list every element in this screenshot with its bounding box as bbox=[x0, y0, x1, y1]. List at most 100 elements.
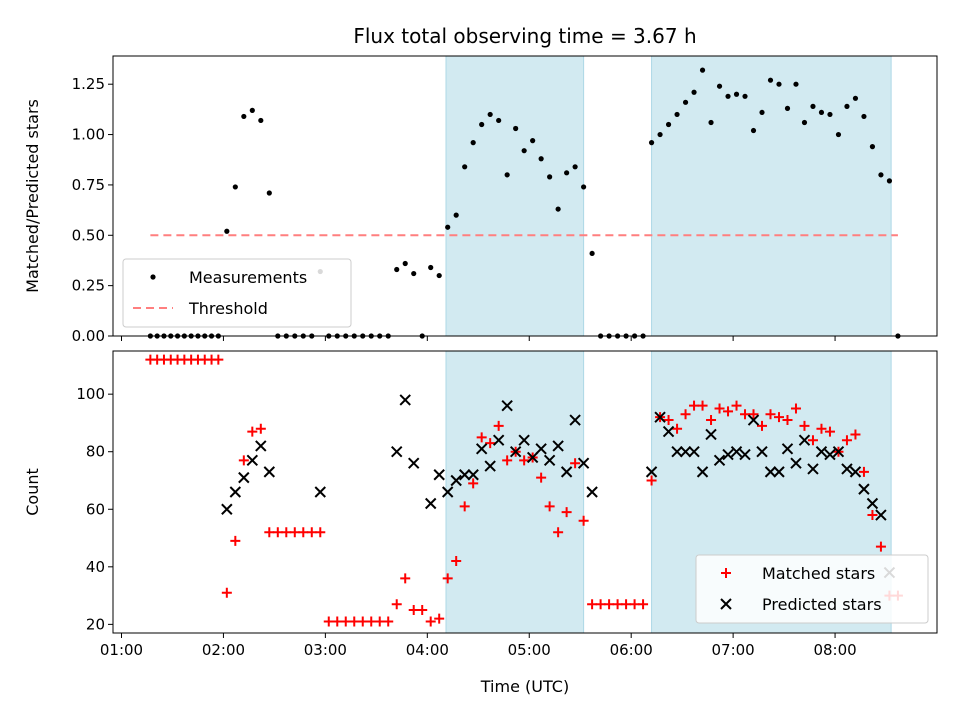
predicted-star-point bbox=[543, 454, 556, 467]
measurement-point bbox=[496, 117, 502, 124]
bottom-x-ticks: 01:00 02:00 03:00 04:00 05:00 06:00 07:00 08:00 bbox=[100, 633, 857, 659]
predicted-star-point bbox=[815, 446, 828, 458]
measurement-point bbox=[648, 140, 655, 146]
measurement-point bbox=[249, 107, 255, 113]
legend-label: Measurements bbox=[189, 268, 307, 287]
predicted-star-point bbox=[246, 454, 259, 467]
top-y-ticks: 0.00 0.25 0.50 0.75 1.00 1.25 bbox=[72, 75, 113, 345]
matched-star-point bbox=[561, 507, 572, 518]
legend-label: Predicted stars bbox=[762, 595, 882, 614]
predicted-star-point bbox=[662, 425, 675, 438]
matched-star-point bbox=[621, 599, 632, 610]
measurement-point bbox=[852, 95, 859, 101]
matched-star-point bbox=[740, 409, 751, 420]
measurement-point bbox=[818, 109, 825, 116]
matched-star-point bbox=[340, 616, 351, 627]
predicted-star-point bbox=[654, 411, 666, 423]
matched-star-point bbox=[595, 599, 606, 610]
matched-star-point bbox=[841, 435, 852, 446]
predicted-star-point bbox=[492, 434, 505, 446]
top-series bbox=[147, 67, 901, 339]
matched-star-point bbox=[672, 423, 683, 434]
matched-star-point bbox=[451, 556, 462, 567]
measurement-point bbox=[733, 91, 740, 97]
predicted-star-point bbox=[263, 466, 276, 478]
y-tick-label: 40 bbox=[86, 558, 105, 576]
matched-star-point bbox=[570, 458, 581, 469]
matched-star-point bbox=[663, 415, 674, 426]
x-tick-label: 01:00 bbox=[100, 641, 143, 659]
measurement-point bbox=[224, 228, 230, 234]
matched-star-point bbox=[867, 510, 878, 521]
matched-star-point bbox=[238, 455, 249, 466]
bottom-series bbox=[145, 354, 903, 627]
matched-star-point bbox=[714, 403, 725, 414]
matched-star-point bbox=[850, 429, 861, 440]
predicted-star-point bbox=[526, 451, 539, 464]
measurement-point bbox=[810, 103, 816, 109]
series-matched-stars bbox=[145, 354, 903, 627]
matched-star-point bbox=[875, 541, 886, 552]
y-tick-label: 100 bbox=[76, 385, 105, 403]
matched-star-point bbox=[417, 604, 428, 615]
x-tick-label: 08:00 bbox=[813, 641, 856, 659]
matched-star-point bbox=[790, 403, 801, 414]
matched-star-point bbox=[765, 409, 776, 420]
series-measurements bbox=[147, 67, 901, 339]
y-tick-label: 0.25 bbox=[72, 277, 105, 295]
predicted-star-point bbox=[688, 446, 700, 458]
matched-star-point bbox=[706, 415, 717, 426]
measurement-point bbox=[691, 89, 697, 95]
ratio-panel: 0.00 0.25 0.50 0.75 1.00 1.25 Matched/Predict… bbox=[23, 55, 938, 345]
matched-star-point bbox=[247, 426, 258, 437]
matched-star-point bbox=[476, 432, 487, 443]
measurement-point bbox=[538, 156, 544, 162]
predicted-star-point bbox=[841, 463, 853, 475]
matched-star-point bbox=[306, 527, 317, 538]
measurement-point bbox=[241, 113, 247, 120]
predicted-star-point bbox=[713, 454, 726, 467]
measurement-point bbox=[759, 109, 765, 116]
predicted-star-point bbox=[756, 446, 768, 458]
x-tick-label: 06:00 bbox=[610, 641, 653, 659]
measurement-point bbox=[665, 121, 672, 128]
measurement-point bbox=[394, 266, 400, 273]
predicted-star-point bbox=[824, 448, 836, 461]
matched-star-point bbox=[213, 354, 224, 365]
matched-star-point bbox=[544, 501, 555, 512]
predicted-star-point bbox=[255, 440, 267, 452]
matched-star-point bbox=[629, 599, 640, 610]
measurement-point bbox=[470, 140, 476, 146]
predicted-star-point bbox=[781, 443, 794, 455]
predicted-star-point bbox=[798, 434, 811, 446]
matched-star-point bbox=[680, 409, 691, 420]
shaded-interval-1 bbox=[445, 55, 585, 337]
matched-star-point bbox=[459, 501, 470, 512]
top-y-axis-label: Matched/Predicted stars bbox=[23, 99, 42, 293]
matched-star-point bbox=[442, 573, 453, 584]
matched-star-point bbox=[723, 406, 734, 417]
y-tick-label: 0.75 bbox=[72, 176, 105, 194]
matched-star-point bbox=[519, 455, 530, 466]
measurement-point bbox=[445, 224, 451, 230]
x-tick-label: 05:00 bbox=[508, 641, 551, 659]
measurement-point bbox=[453, 212, 459, 218]
measurement-point bbox=[886, 178, 893, 184]
matched-star-point bbox=[536, 472, 547, 483]
matched-star-point bbox=[323, 616, 334, 627]
matched-star-point bbox=[604, 599, 615, 610]
predicted-star-point bbox=[722, 448, 734, 461]
count-panel: 20 40 60 80 100 01:00 02:00 03:00 04:00 05:00 06:… bbox=[23, 350, 938, 659]
predicted-star-point bbox=[408, 457, 420, 469]
shaded-interval-1 bbox=[445, 350, 585, 634]
measurement-point bbox=[487, 111, 493, 118]
matched-star-point bbox=[502, 455, 513, 466]
matched-star-point bbox=[230, 535, 241, 546]
top-x-ticks bbox=[120, 336, 836, 341]
legend-label: Matched stars bbox=[762, 564, 875, 583]
matched-star-point bbox=[638, 599, 649, 610]
matched-star-point bbox=[858, 466, 869, 477]
legend-x-marker bbox=[720, 598, 732, 610]
matched-star-point bbox=[349, 616, 360, 627]
predicted-star-point bbox=[577, 457, 590, 469]
